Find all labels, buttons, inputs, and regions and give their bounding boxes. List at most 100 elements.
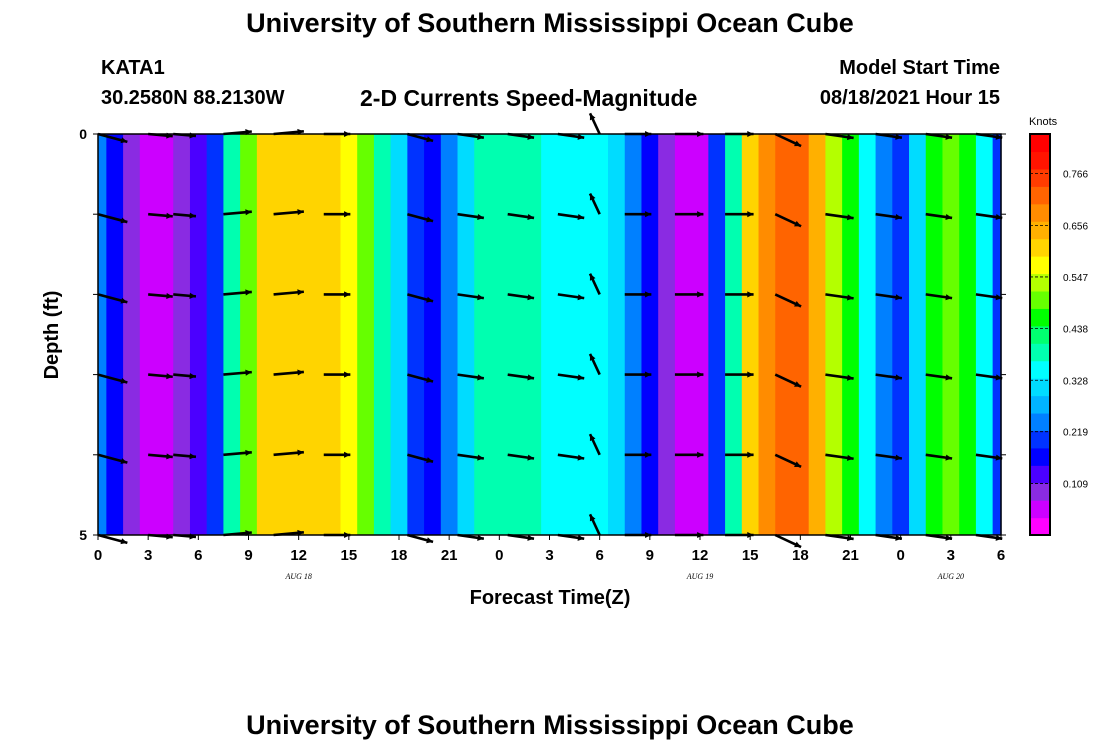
x-tick-label: 6: [194, 547, 202, 564]
x-tick-label: 0: [896, 547, 904, 564]
x-tick-label: 15: [340, 547, 357, 564]
x-tick-label: 3: [947, 547, 955, 564]
current-arrow: [557, 453, 585, 461]
x-tick-label: 12: [692, 547, 709, 564]
current-arrow: [407, 373, 434, 383]
heatmap-cell: [323, 134, 342, 535]
heatmap-cell: [574, 134, 592, 535]
current-arrow: [588, 112, 601, 135]
current-arrow: [223, 369, 252, 376]
current-arrow: [975, 373, 1003, 381]
heatmap-cell: [758, 134, 776, 535]
current-arrow: [407, 533, 434, 544]
current-arrow: [774, 373, 802, 388]
heatmap-cell: [457, 134, 475, 535]
heatmap-cell: [357, 134, 375, 535]
x-tick-label: 18: [391, 547, 408, 564]
current-arrow: [223, 289, 252, 296]
x-tick-label: 0: [94, 547, 102, 564]
current-arrow: [323, 291, 351, 298]
current-arrow: [674, 291, 704, 298]
current-arrow: [774, 293, 802, 308]
heatmap-cell: [256, 134, 275, 535]
heatmap-cell: [424, 134, 442, 535]
heatmap-cell: [173, 134, 191, 535]
heatmap-cell: [189, 134, 208, 535]
heatmap-cell: [624, 134, 643, 535]
heatmap-cell: [541, 134, 559, 535]
current-arrow: [925, 212, 953, 221]
current-arrow: [588, 513, 601, 536]
x-tick-label: 12: [290, 547, 307, 564]
current-arrow: [507, 212, 535, 221]
heatmap-cell: [825, 134, 843, 535]
current-arrow: [407, 453, 434, 463]
current-arrow: [148, 212, 173, 219]
current-arrow: [97, 373, 128, 384]
station-coords: 30.2580N 88.2130W: [101, 87, 285, 109]
current-arrow: [323, 371, 351, 378]
current-arrow: [774, 533, 802, 549]
x-tick-label: 3: [545, 547, 553, 564]
heatmap-cell: [240, 134, 258, 535]
current-arrow: [173, 373, 197, 380]
heatmap-cell: [507, 134, 526, 535]
heatmap-cell: [725, 134, 743, 535]
date-label: AUG 20: [937, 572, 964, 581]
current-arrow: [557, 212, 585, 221]
current-arrow: [624, 291, 652, 298]
current-arrow: [273, 369, 304, 376]
current-arrow: [148, 453, 173, 460]
current-arrow: [624, 371, 652, 378]
heatmap-cell: [440, 134, 459, 535]
colorbar-frame: [1029, 133, 1051, 536]
current-arrow: [825, 293, 854, 301]
current-arrow: [407, 293, 434, 303]
colorbar-swatch: [1030, 500, 1050, 519]
colorbar-swatch: [1030, 308, 1050, 327]
current-arrow: [875, 212, 903, 221]
x-tick-label: 21: [441, 547, 458, 564]
x-tick-label: 18: [792, 547, 809, 564]
current-arrow: [674, 451, 704, 458]
axes: 0 3 6 9 12 15 18 21 0 3 6 9 12 15 18 21 0 3 6 AUG 18 AUG 19 A…: [79, 126, 1006, 581]
heatmap-cell: [373, 134, 392, 535]
heatmap-cell: [557, 134, 576, 535]
heatmap-cell: [340, 134, 358, 535]
heatmap-cell: [791, 134, 810, 535]
x-tick-label: 0: [495, 547, 503, 564]
current-arrow: [588, 273, 601, 295]
current-arrow: [674, 211, 704, 218]
current-arrow: [825, 373, 854, 381]
current-arrow: [97, 132, 128, 144]
current-arrow: [674, 371, 704, 378]
colorbar-swatch: [1030, 395, 1050, 414]
current-arrow: [825, 212, 854, 221]
current-arrow: [588, 192, 601, 215]
heatmap-cell: [206, 134, 225, 535]
heatmap-cell: [139, 134, 158, 535]
current-arrow: [223, 449, 252, 457]
heatmap-cell: [775, 134, 793, 535]
heatmap-cell: [273, 134, 291, 535]
current-arrow: [725, 451, 754, 458]
heatmap-cell: [674, 134, 693, 535]
current-arrow: [173, 212, 197, 219]
x-tick-label: 3: [144, 547, 152, 564]
colorbar: Knots 0.766 0.656 0.547 0.438 0.328 0.219 0.109: [1029, 116, 1088, 536]
current-arrow: [97, 293, 128, 304]
colorbar-swatch: [1030, 343, 1050, 362]
colorbar-swatch: [1030, 482, 1050, 501]
heatmap-cell: [307, 134, 325, 535]
colorbar-swatch: [1030, 430, 1050, 449]
heatmap-cell: [658, 134, 676, 535]
current-arrow: [507, 293, 535, 301]
current-arrow: [323, 451, 351, 458]
current-arrow: [825, 453, 854, 461]
colorbar-swatch: [1030, 151, 1050, 170]
colorbar-swatch: [1030, 221, 1050, 240]
current-arrow: [407, 132, 434, 143]
colorbar-swatch: [1030, 325, 1050, 344]
page-title: University of Southern Mississippi Ocean…: [246, 8, 854, 38]
